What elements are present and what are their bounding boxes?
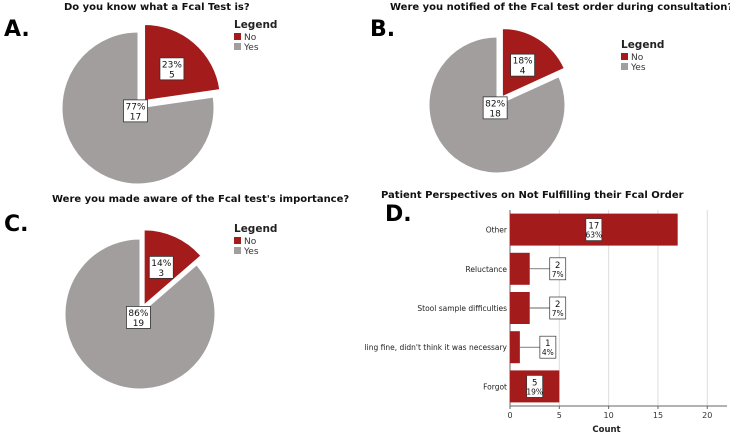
panel-letter: B. [370,17,396,42]
category-label: Was feeling fine, didn't think it was ne… [365,343,508,352]
legend-label-no: No [244,33,257,43]
panel-d: D. Patient Perspectives on Not Fulfillin… [365,190,730,432]
slice-count-label: 17 [130,112,141,122]
x-axis-title: Count [592,425,620,432]
bar-label-box [526,375,544,398]
slice-count-label: 3 [158,269,164,279]
panel-letter: C. [4,212,29,237]
bar [510,252,530,285]
legend-swatch-yes [234,247,241,254]
legend-title: Legend [234,223,277,235]
bar-label-box [585,218,603,241]
slice-pct-label: 18% [513,57,533,67]
slice-pct-label: 86% [128,309,148,319]
x-tick-label: 20 [702,411,712,420]
x-tick-label: 10 [604,411,614,420]
chart-title: Patient Perspectives on Not Fulfilling t… [381,190,684,201]
slice-label: 23%5 [159,57,185,81]
slice-count-label: 5 [169,70,175,80]
legend-label-yes: Yes [630,63,646,73]
bar-value-label: 2 [555,261,560,271]
legend-title: Legend [234,19,277,31]
bar-pct-label: 4% [542,348,554,357]
legend-swatch-no [234,237,241,244]
bar-label-box [549,257,567,281]
bar-data-label: 14% [519,335,557,359]
bar-value-label: 17 [588,222,599,232]
legend-title: Legend [621,39,664,51]
slice-label: 86%19 [126,306,151,329]
panel-b: B. Were you notified of the Fcal test or… [365,0,730,192]
slice-pct-label: 14% [151,259,171,269]
slice-label-box [148,255,174,279]
bar-pct-label: 63% [586,231,603,240]
bar-label-box [539,335,557,359]
slice-count-label: 4 [520,67,526,77]
slice-label: 82%18 [482,96,508,120]
slice-pct-label: 82% [485,99,505,109]
bar-data-label: 519% [526,375,544,398]
bar-value-label: 2 [555,300,560,310]
bar [510,331,520,364]
slice-label: 18%4 [510,53,536,77]
legend-swatch-no [234,33,241,40]
legend-label-yes: Yes [243,247,259,257]
bar-value-label: 5 [532,378,537,388]
panel-letter: A. [4,17,30,42]
bar-data-label: 27% [529,296,567,320]
slice-pct-label: 77% [126,102,146,112]
category-label: Reluctance [466,265,508,274]
panel-letter: D. [385,202,412,227]
slice-label: 14%3 [148,255,174,279]
legend-swatch-yes [234,43,241,50]
bar-pct-label: 7% [552,270,564,279]
category-label: Forgot [483,382,507,391]
panel-a: A. Do you know what a Fcal Test is? 23% 5… [0,0,365,192]
category-label: Stool sample difficulties [417,304,507,313]
legend-swatch-yes [621,63,628,70]
legend-label-yes: Yes [243,43,259,53]
bar-pct-label: 19% [526,387,543,396]
bar-pct-label: 7% [552,309,564,318]
slice-label-box [123,99,148,123]
slice-count-label: 19 [133,319,145,329]
bar-value-label: 1 [545,339,550,349]
slice-count-label: 18 [489,109,501,119]
category-label: Other [486,226,508,235]
chart-title: Do you know what a Fcal Test is? [64,2,250,13]
slice-label-box [126,306,151,329]
bar [510,292,530,324]
legend-swatch-no [621,53,628,60]
slice-label-box [482,96,508,120]
panel-c: C. Were you made aware of the Fcal test'… [0,192,365,432]
bar-data-label: 27% [529,257,567,281]
chart-title: Were you notified of the Fcal test order… [390,2,730,13]
x-tick-label: 5 [557,411,562,420]
x-tick-label: 15 [653,411,663,420]
legend-label-no: No [631,53,644,63]
slice-pct-label: 23% [162,60,182,70]
slice-label-box [159,57,185,81]
chart-title: Were you made aware of the Fcal test's i… [52,194,350,205]
legend-label-no: No [244,237,257,247]
slice-label: 77%17 [123,99,148,123]
bar-label-box [549,296,567,320]
x-tick-label: 0 [507,411,512,420]
slice-label-box [510,53,536,77]
